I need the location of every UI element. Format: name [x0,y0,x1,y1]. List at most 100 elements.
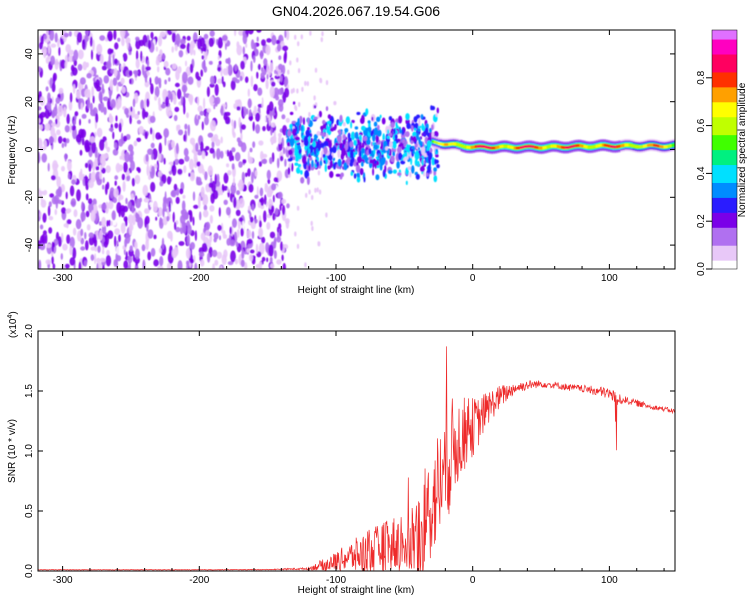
spectrogram-cell [433,131,439,138]
spectrogram-cell [51,256,54,265]
spectrogram-cell [268,68,272,76]
spectrogram-cell [260,197,265,206]
colorbar-cell [712,92,737,97]
spectrogram-cell [85,240,89,251]
spectrogram-cell [303,135,309,144]
spectrogram-cell [308,156,313,161]
spectrogram-cell [216,148,221,160]
spectrogram-cell [325,157,328,165]
spectrogram-cell [174,158,179,165]
colorbar-cell [712,254,737,258]
colorbar-cell [712,257,737,261]
spectrogram-cell [168,77,171,82]
spectrogram-cell [174,106,180,112]
spectrogram-cell [89,102,93,113]
spectrogram-cell [90,171,97,183]
spectrogram-cell [268,115,271,127]
spectrogram-cell [72,247,77,260]
spectrogram-cell [223,172,229,184]
spectrogram-cell [360,147,365,154]
spectrogram-cell [410,140,413,145]
spectrogram-cell [49,30,55,41]
spectrogram-cell [201,151,206,160]
spectrogram-cell [258,242,265,255]
spectrogram-cell [395,122,398,128]
colorbar-gradient [712,30,737,270]
spectrogram-cell [73,120,76,126]
spectrogram-cell [85,210,90,218]
spectrogram-cell [82,38,86,50]
spectrogram-cell [85,193,89,201]
spectrogram-cell [201,55,205,60]
spectrogram-cell [166,207,170,216]
spectrogram-cell [277,99,284,108]
spectrogram-cell [127,214,134,225]
spectrogram-cell [167,262,171,269]
colorbar-cell [712,56,737,61]
spectrogram-cell [111,210,116,221]
colorbar-tick-label: 0.2 [696,214,707,228]
spectrogram-cell [131,36,136,45]
spectrogram-cell [653,143,656,147]
spectrogram-cell [39,243,46,251]
spectrogram-cell [163,128,169,138]
spectrogram-cell [188,94,194,103]
spectrogram-cell [350,121,353,129]
spectrogram-cell [546,145,549,149]
spectrogram-cell [205,229,211,237]
spectrogram-cell [368,126,372,133]
spectrogram-cell [261,256,266,262]
spectrogram-cell [64,61,68,69]
spectrogram-cell [56,176,61,188]
spectrogram-cell [113,142,118,149]
colorbar-cell [712,191,737,195]
spectrogram-cell [256,71,259,79]
spectrogram-cell [230,184,237,195]
spectrogram-cell [433,140,436,144]
spectrogram-cell [224,42,227,50]
spectrogram-cell [322,132,326,137]
spectrogram-cell [258,161,262,167]
spectrogram-cell [60,253,63,260]
spectrogram-cell [134,113,140,120]
spectrogram-cell [173,94,177,105]
spectrogram-cell [258,140,264,146]
spectrogram-cell [200,69,204,77]
spectrogram-cell [363,176,366,183]
spectrogram-cell [121,173,126,181]
spectrogram-cell [116,84,119,92]
spectrogram-cell [278,132,282,138]
spectrogram-cell [69,257,76,266]
spectrogram-cell [81,201,84,211]
spectrogram-cell [254,219,258,224]
spectrogram-cell [58,87,64,94]
spectrogram-cell [398,129,403,134]
y-tick-label: -20 [24,190,35,205]
spectrogram-cell [163,90,169,97]
spectrogram-cell [163,60,169,68]
spectrogram-cell [115,115,118,122]
spectrogram-cell [91,141,97,154]
spectrogram-cell [46,243,52,249]
spectrogram-cell [245,43,248,48]
spectrogram-cell [284,30,287,39]
spectrogram-cell [392,150,396,157]
spectrogram-cell [197,105,203,113]
spectrogram-cell [192,191,196,201]
spectrogram-cell [431,124,434,131]
spectrogram-cell [349,158,354,165]
spectrogram-cell [158,170,163,177]
spectrogram-cell [213,104,216,110]
spectrogram-cell [497,145,500,149]
spectrogram-cell [374,160,377,164]
spectrogram-cell [42,212,47,223]
spectrogram-cell [232,176,236,186]
spectrogram-cell [403,157,406,162]
spectrogram-cell [187,124,191,136]
spectrogram-cell [361,125,366,131]
spectrogram-cell [240,142,247,153]
spectrogram-cell [361,142,365,149]
spectrogram-cell [147,148,153,155]
spectrogram-cell [225,116,230,125]
spectrogram-cell [249,249,255,254]
